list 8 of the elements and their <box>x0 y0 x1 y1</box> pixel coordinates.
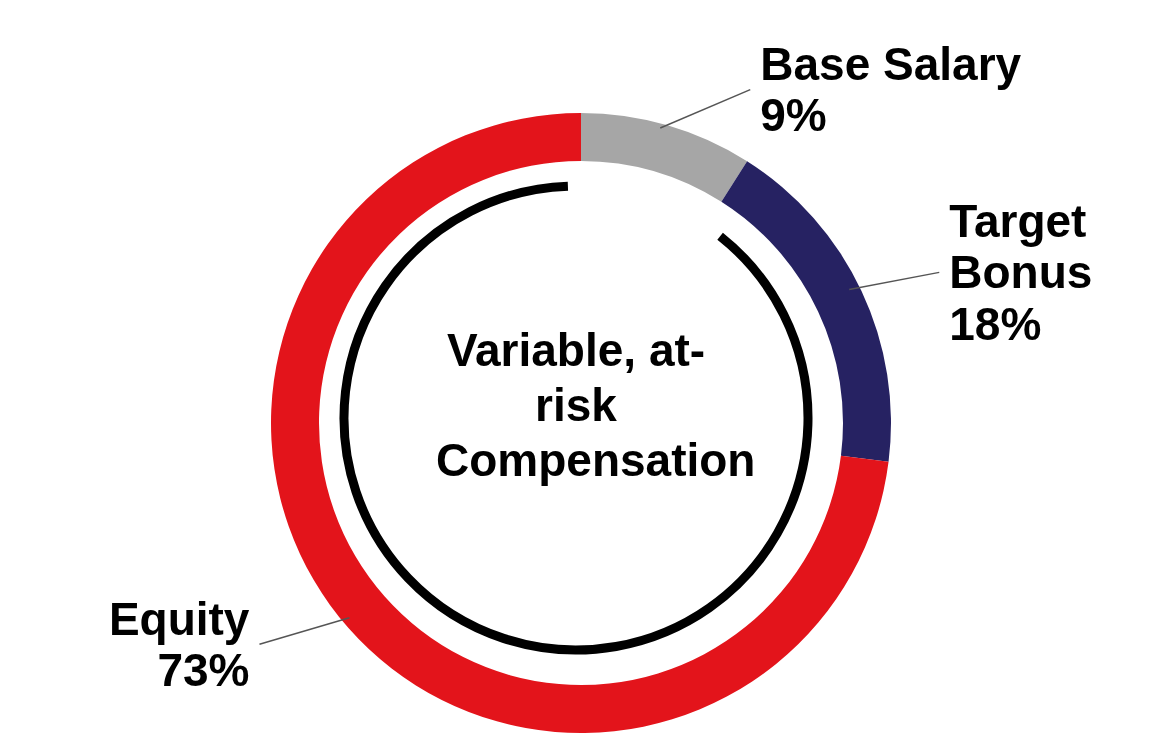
slice-label: Target Bonus <box>949 194 1093 299</box>
text: Variable, at-risk Compensation <box>436 323 756 489</box>
slice-label: Equity <box>108 592 250 645</box>
data-label: 18% <box>949 298 1042 350</box>
data-label: 73% <box>157 644 250 697</box>
data-label: 9% <box>760 89 827 142</box>
slice-label: Base Salary <box>760 37 1022 90</box>
donut-slice <box>581 113 748 202</box>
